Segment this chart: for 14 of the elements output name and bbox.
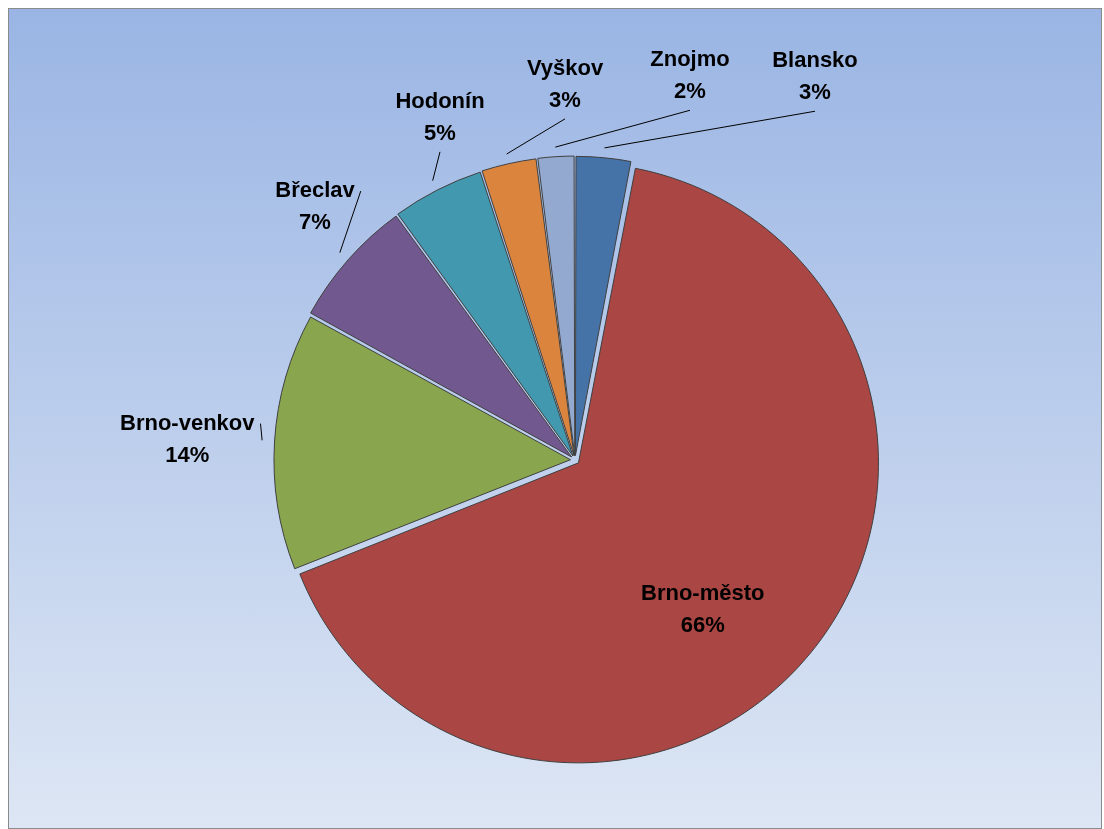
slice-label: Brno-venkov [120, 409, 256, 435]
data-label: 66% [680, 611, 725, 637]
slice-label: Brno-město [640, 579, 765, 605]
slice-label: Břeclav [275, 177, 356, 203]
data-label: 3% [549, 86, 581, 112]
data-label: 3% [799, 79, 831, 105]
data-label: 5% [424, 119, 456, 145]
slice-label: Hodonín [395, 87, 485, 113]
data-label: 2% [674, 78, 706, 104]
data-label: 7% [299, 209, 331, 235]
slice-label: Znojmo [650, 46, 730, 72]
slice-label: Vyškov [526, 54, 604, 80]
slice-label: Blansko [772, 47, 858, 73]
data-label: 14% [165, 441, 210, 467]
